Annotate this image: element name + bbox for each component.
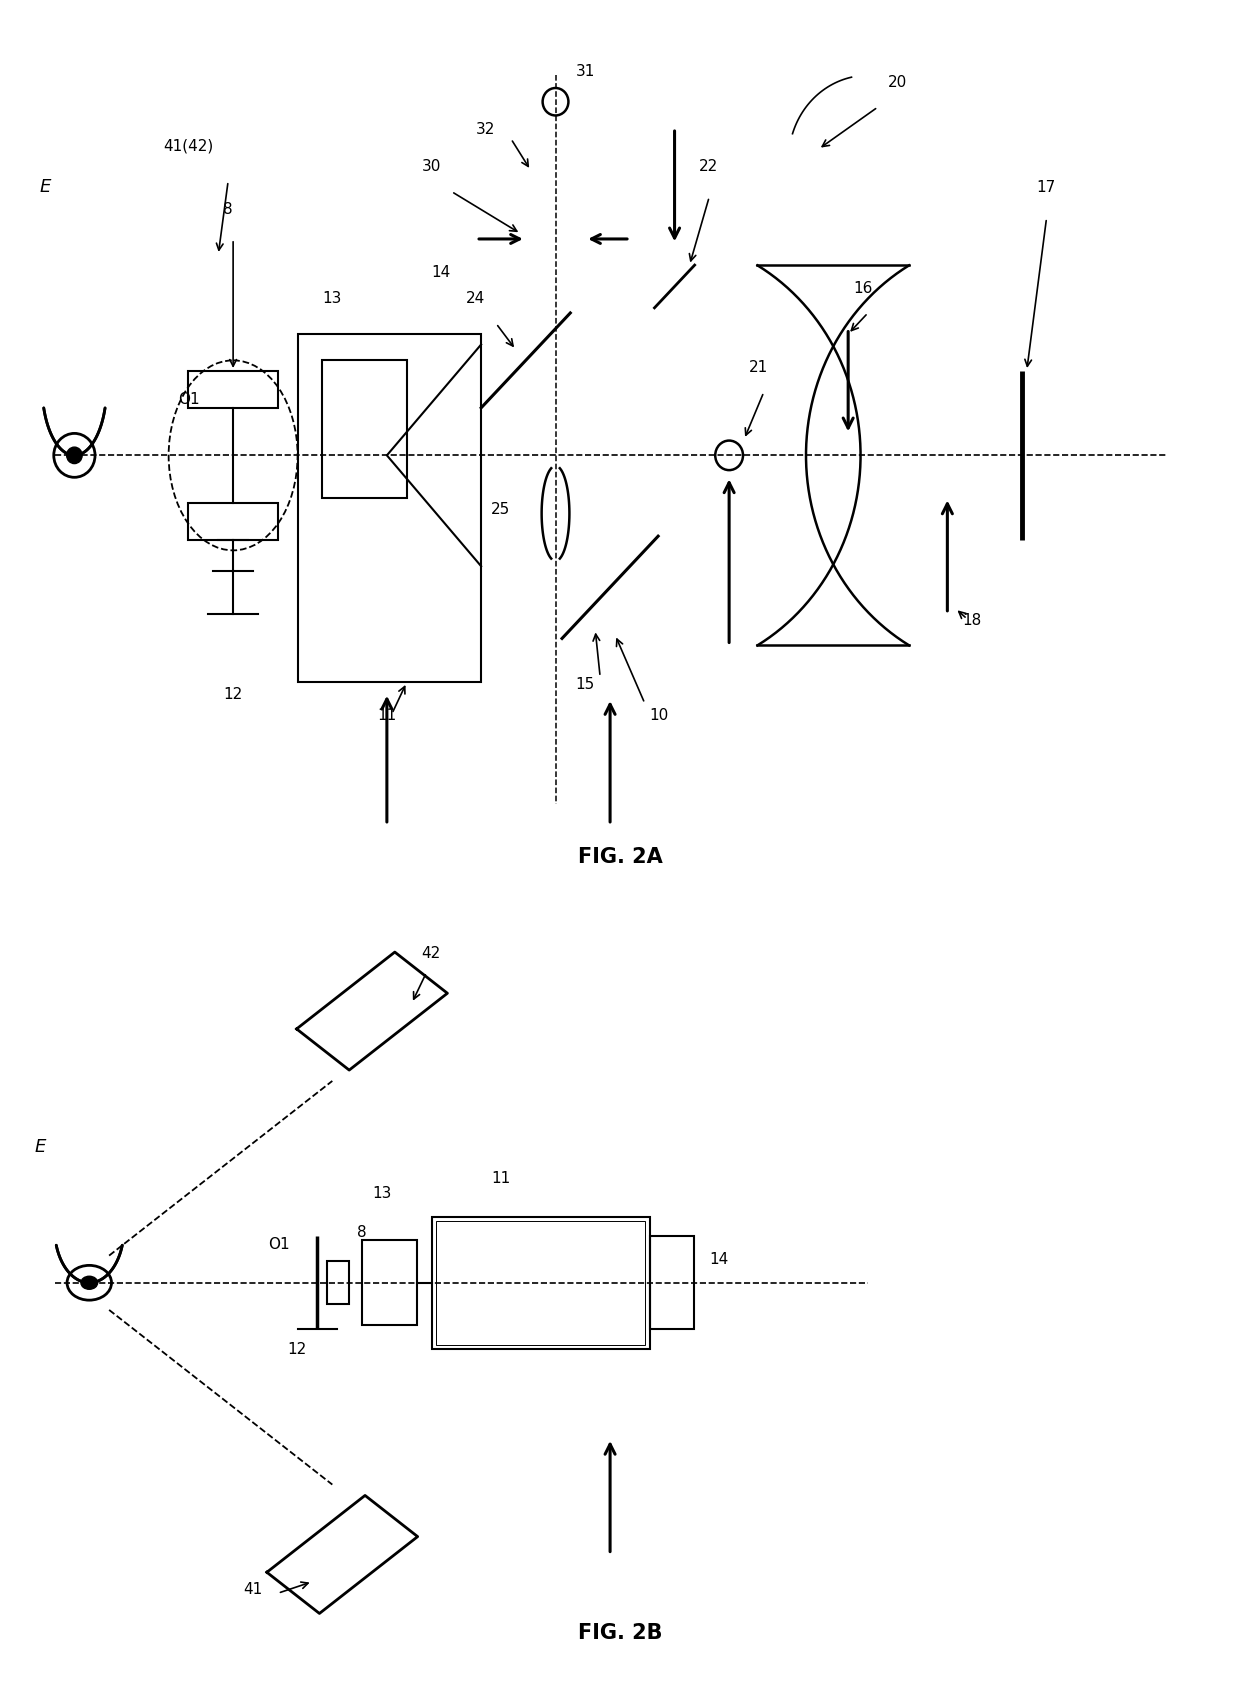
Text: E: E xyxy=(35,1137,46,1154)
Text: 41(42): 41(42) xyxy=(164,138,215,153)
Text: 16: 16 xyxy=(853,281,873,295)
Text: 14: 14 xyxy=(709,1251,729,1267)
Text: 13: 13 xyxy=(322,292,342,307)
Text: 11: 11 xyxy=(377,708,397,723)
Circle shape xyxy=(67,448,82,464)
Text: 8: 8 xyxy=(223,201,233,217)
Text: 24: 24 xyxy=(466,292,486,307)
Text: 17: 17 xyxy=(1037,181,1056,196)
Text: 22: 22 xyxy=(699,159,719,174)
Text: 11: 11 xyxy=(491,1170,511,1185)
Text: FIG. 2A: FIG. 2A xyxy=(578,847,662,866)
Text: 20: 20 xyxy=(888,75,908,90)
Text: 31: 31 xyxy=(575,65,595,80)
Text: O1: O1 xyxy=(268,1236,289,1251)
Text: 10: 10 xyxy=(650,708,670,723)
Text: FIG. 2B: FIG. 2B xyxy=(578,1621,662,1642)
Text: 8: 8 xyxy=(357,1224,367,1240)
Text: 25: 25 xyxy=(491,501,511,517)
Text: 41: 41 xyxy=(243,1581,263,1596)
Text: 12: 12 xyxy=(288,1340,308,1355)
Text: O1: O1 xyxy=(179,392,200,406)
Text: 42: 42 xyxy=(422,945,441,960)
Text: 14: 14 xyxy=(432,264,451,280)
Text: 30: 30 xyxy=(422,159,441,174)
Text: 15: 15 xyxy=(575,677,595,691)
Text: 32: 32 xyxy=(476,123,496,138)
Text: 13: 13 xyxy=(372,1185,392,1200)
Circle shape xyxy=(81,1277,98,1289)
Text: E: E xyxy=(40,179,51,196)
Text: 12: 12 xyxy=(223,687,243,702)
Text: 18: 18 xyxy=(962,612,982,627)
Text: 21: 21 xyxy=(749,360,769,375)
